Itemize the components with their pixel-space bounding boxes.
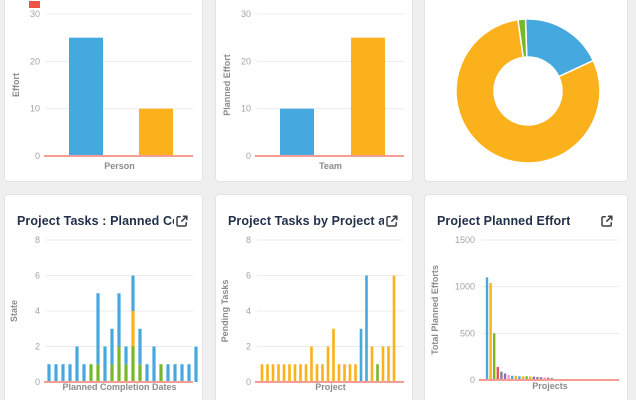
svg-text:State: State xyxy=(9,300,19,322)
svg-text:20: 20 xyxy=(30,56,40,66)
external-link-icon xyxy=(601,215,613,227)
svg-text:2: 2 xyxy=(35,342,40,352)
svg-text:0: 0 xyxy=(35,151,40,161)
chart-title: Project Tasks by Project and … xyxy=(228,214,384,228)
svg-text:2: 2 xyxy=(246,342,251,352)
project-planned-effort-chart[interactable]: 0 500 1000 1500 Total Planned Efforts Project… xyxy=(425,195,627,400)
svg-text:10: 10 xyxy=(241,104,251,114)
card-planned-effort-by-team: 0 10 20 30 Planned Effort Team xyxy=(215,0,413,182)
svg-text:0: 0 xyxy=(246,377,251,387)
svg-text:8: 8 xyxy=(246,235,251,245)
svg-text:Planned Effort: Planned Effort xyxy=(222,54,232,116)
card-project-tasks-planned-completion: 0 2 4 6 8 State Planned Completion Dates Proje… xyxy=(4,194,203,400)
external-link-icon xyxy=(386,215,398,227)
open-in-new-window-button[interactable] xyxy=(174,213,190,229)
svg-text:0: 0 xyxy=(246,151,251,161)
card-project-tasks-by-project: 0 2 4 6 8 Pending Tasks Project Project Tasks … xyxy=(215,194,413,400)
svg-text:8: 8 xyxy=(35,235,40,245)
svg-text:1000: 1000 xyxy=(455,282,475,292)
svg-text:0: 0 xyxy=(35,377,40,387)
svg-text:10: 10 xyxy=(30,104,40,114)
svg-text:Team: Team xyxy=(319,161,342,171)
svg-text:500: 500 xyxy=(460,328,475,338)
svg-text:20: 20 xyxy=(241,56,251,66)
external-link-icon xyxy=(176,215,188,227)
chart-title: Project Tasks : Planned Com… xyxy=(17,214,174,228)
svg-text:6: 6 xyxy=(246,271,251,281)
effort-by-person-chart[interactable]: 0 10 20 30 Effort Person xyxy=(5,0,202,181)
open-in-new-window-button[interactable] xyxy=(599,213,615,229)
effort-donut-chart[interactable] xyxy=(425,0,627,181)
cutoff-red-element xyxy=(29,1,40,8)
card-effort-by-person: 0 10 20 30 Effort Person xyxy=(4,0,203,182)
svg-text:4: 4 xyxy=(35,306,40,316)
project-tasks-by-project-chart[interactable]: 0 2 4 6 8 Pending Tasks Project xyxy=(216,195,412,400)
svg-text:Person: Person xyxy=(104,161,135,171)
svg-text:0: 0 xyxy=(470,375,475,385)
svg-text:Projects: Projects xyxy=(532,381,568,391)
open-in-new-window-button[interactable] xyxy=(384,213,400,229)
card-project-planned-effort: 0 500 1000 1500 Total Planned Efforts Project… xyxy=(424,194,628,400)
svg-text:1500: 1500 xyxy=(455,235,475,245)
svg-text:4: 4 xyxy=(246,306,251,316)
project-tasks-planned-completion-chart[interactable]: 0 2 4 6 8 State Planned Completion Dates xyxy=(5,195,202,400)
card-effort-donut xyxy=(424,0,628,182)
planned-effort-by-team-chart[interactable]: 0 10 20 30 Planned Effort Team xyxy=(216,0,412,181)
svg-text:Total Planned Efforts: Total Planned Efforts xyxy=(430,265,440,355)
svg-text:Effort: Effort xyxy=(11,73,21,97)
svg-text:Planned Completion Dates: Planned Completion Dates xyxy=(62,382,176,392)
svg-text:30: 30 xyxy=(241,9,251,19)
svg-text:Project: Project xyxy=(315,382,346,392)
chart-title: Project Planned Effort xyxy=(437,214,571,228)
svg-text:6: 6 xyxy=(35,271,40,281)
svg-text:Pending Tasks: Pending Tasks xyxy=(220,280,230,343)
svg-text:30: 30 xyxy=(30,9,40,19)
